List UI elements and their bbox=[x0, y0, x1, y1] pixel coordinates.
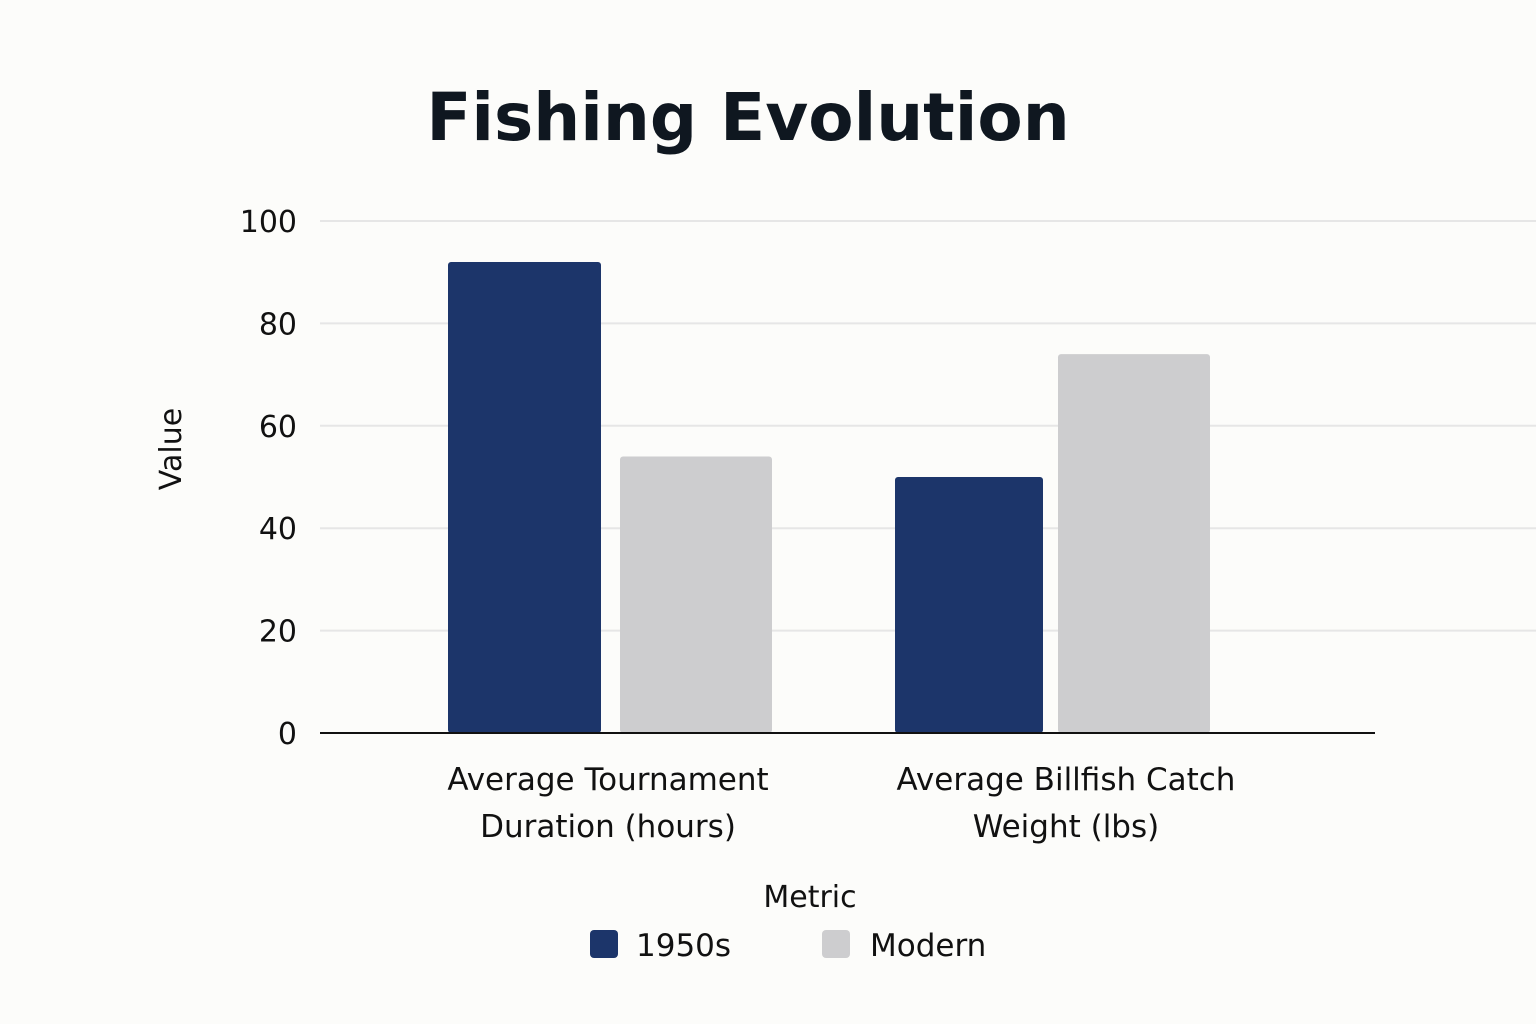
bar-1950s-0 bbox=[448, 261, 601, 733]
y-tick-label-60: 60 bbox=[259, 410, 297, 445]
x-category-label-1-line-0: Average Billfish Catch bbox=[897, 762, 1236, 798]
legend-swatch-modern bbox=[822, 930, 850, 958]
y-tick-label-80: 80 bbox=[259, 307, 297, 342]
legend-title: Metric bbox=[763, 880, 856, 915]
x-category-label-0-line-1: Duration (hours) bbox=[480, 809, 736, 845]
legend: Metric 1950s Modern bbox=[590, 880, 986, 964]
chart-title: Fishing Evolution bbox=[426, 79, 1069, 156]
bar-1950s-1 bbox=[895, 477, 1043, 733]
y-tick-label-0: 0 bbox=[278, 717, 297, 752]
bar-modern-1 bbox=[1058, 354, 1210, 733]
x-category-label-1-line-1: Weight (lbs) bbox=[973, 809, 1159, 845]
x-axis-categories: Average Tournament Duration (hours) Averag… bbox=[447, 762, 1235, 845]
legend-label-1950s: 1950s bbox=[636, 928, 731, 964]
legend-swatch-1950s bbox=[590, 930, 618, 958]
bar-modern-0 bbox=[620, 456, 772, 733]
y-tick-label-100: 100 bbox=[240, 205, 297, 240]
legend-label-modern: Modern bbox=[870, 928, 986, 964]
y-tick-label-20: 20 bbox=[259, 615, 297, 650]
x-category-label-0-line-0: Average Tournament bbox=[447, 762, 768, 798]
y-axis-ticks: 0 20 40 60 80 100 bbox=[240, 205, 297, 752]
bars bbox=[448, 261, 1210, 733]
y-axis-label: Value bbox=[154, 408, 189, 490]
y-tick-label-40: 40 bbox=[259, 512, 297, 547]
